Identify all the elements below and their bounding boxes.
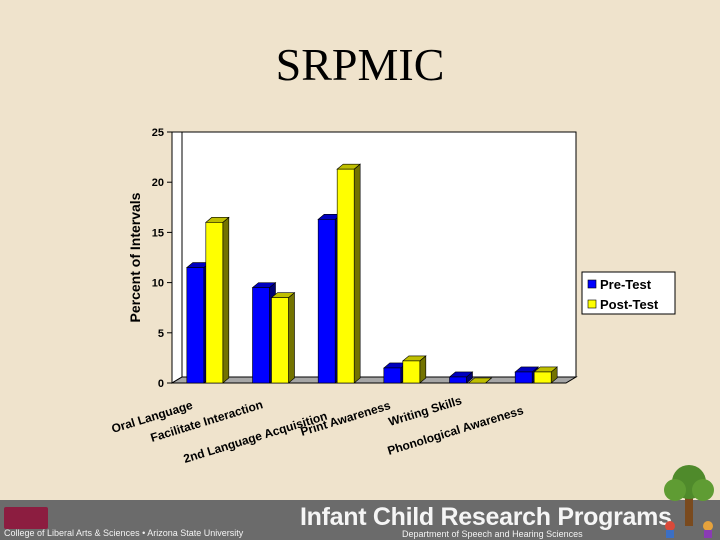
bar-top [467, 377, 493, 384]
chart-legend: Pre-Test Post-Test [581, 271, 676, 315]
bar [317, 219, 336, 384]
footer-bar [0, 500, 720, 540]
footer-college-text: College of Liberal Arts & Sciences • Ari… [4, 528, 244, 538]
slide-title: SRPMIC [275, 39, 445, 90]
bar [402, 360, 421, 384]
legend-swatch [587, 279, 597, 289]
bar [252, 287, 270, 384]
chart-back-wall [181, 131, 577, 378]
bar [186, 267, 205, 384]
chart-side-wall [171, 131, 183, 384]
bar [383, 367, 402, 384]
university-logo [4, 507, 48, 529]
footer-department-text: Department of Speech and Hearing Science… [402, 529, 583, 539]
bar [205, 222, 224, 384]
bar [449, 376, 467, 384]
bar [533, 371, 552, 384]
y-tick-label: 10 [152, 278, 164, 290]
y-tick-label: 5 [158, 328, 164, 340]
tree-icon [664, 465, 714, 538]
y-tick-label: 20 [152, 177, 164, 189]
bar-side [222, 216, 230, 384]
y-tick-label: 15 [152, 227, 164, 239]
y-tick-label: 25 [152, 127, 164, 139]
legend-label: Post-Test [600, 297, 659, 312]
bar [336, 168, 355, 384]
footer-program-title: Infant Child Research Programs [300, 503, 672, 531]
legend-swatch [587, 299, 597, 309]
chart-plot-area [170, 131, 578, 384]
legend-box [581, 271, 676, 315]
y-axis-label: Percent of Intervals [127, 192, 143, 322]
bar [271, 297, 289, 384]
bar-side [288, 292, 295, 384]
chart-bars [186, 163, 558, 384]
y-tick-label: 0 [158, 378, 164, 390]
bar [514, 371, 533, 384]
legend-label: Pre-Test [600, 277, 652, 292]
bar-side [353, 163, 361, 384]
